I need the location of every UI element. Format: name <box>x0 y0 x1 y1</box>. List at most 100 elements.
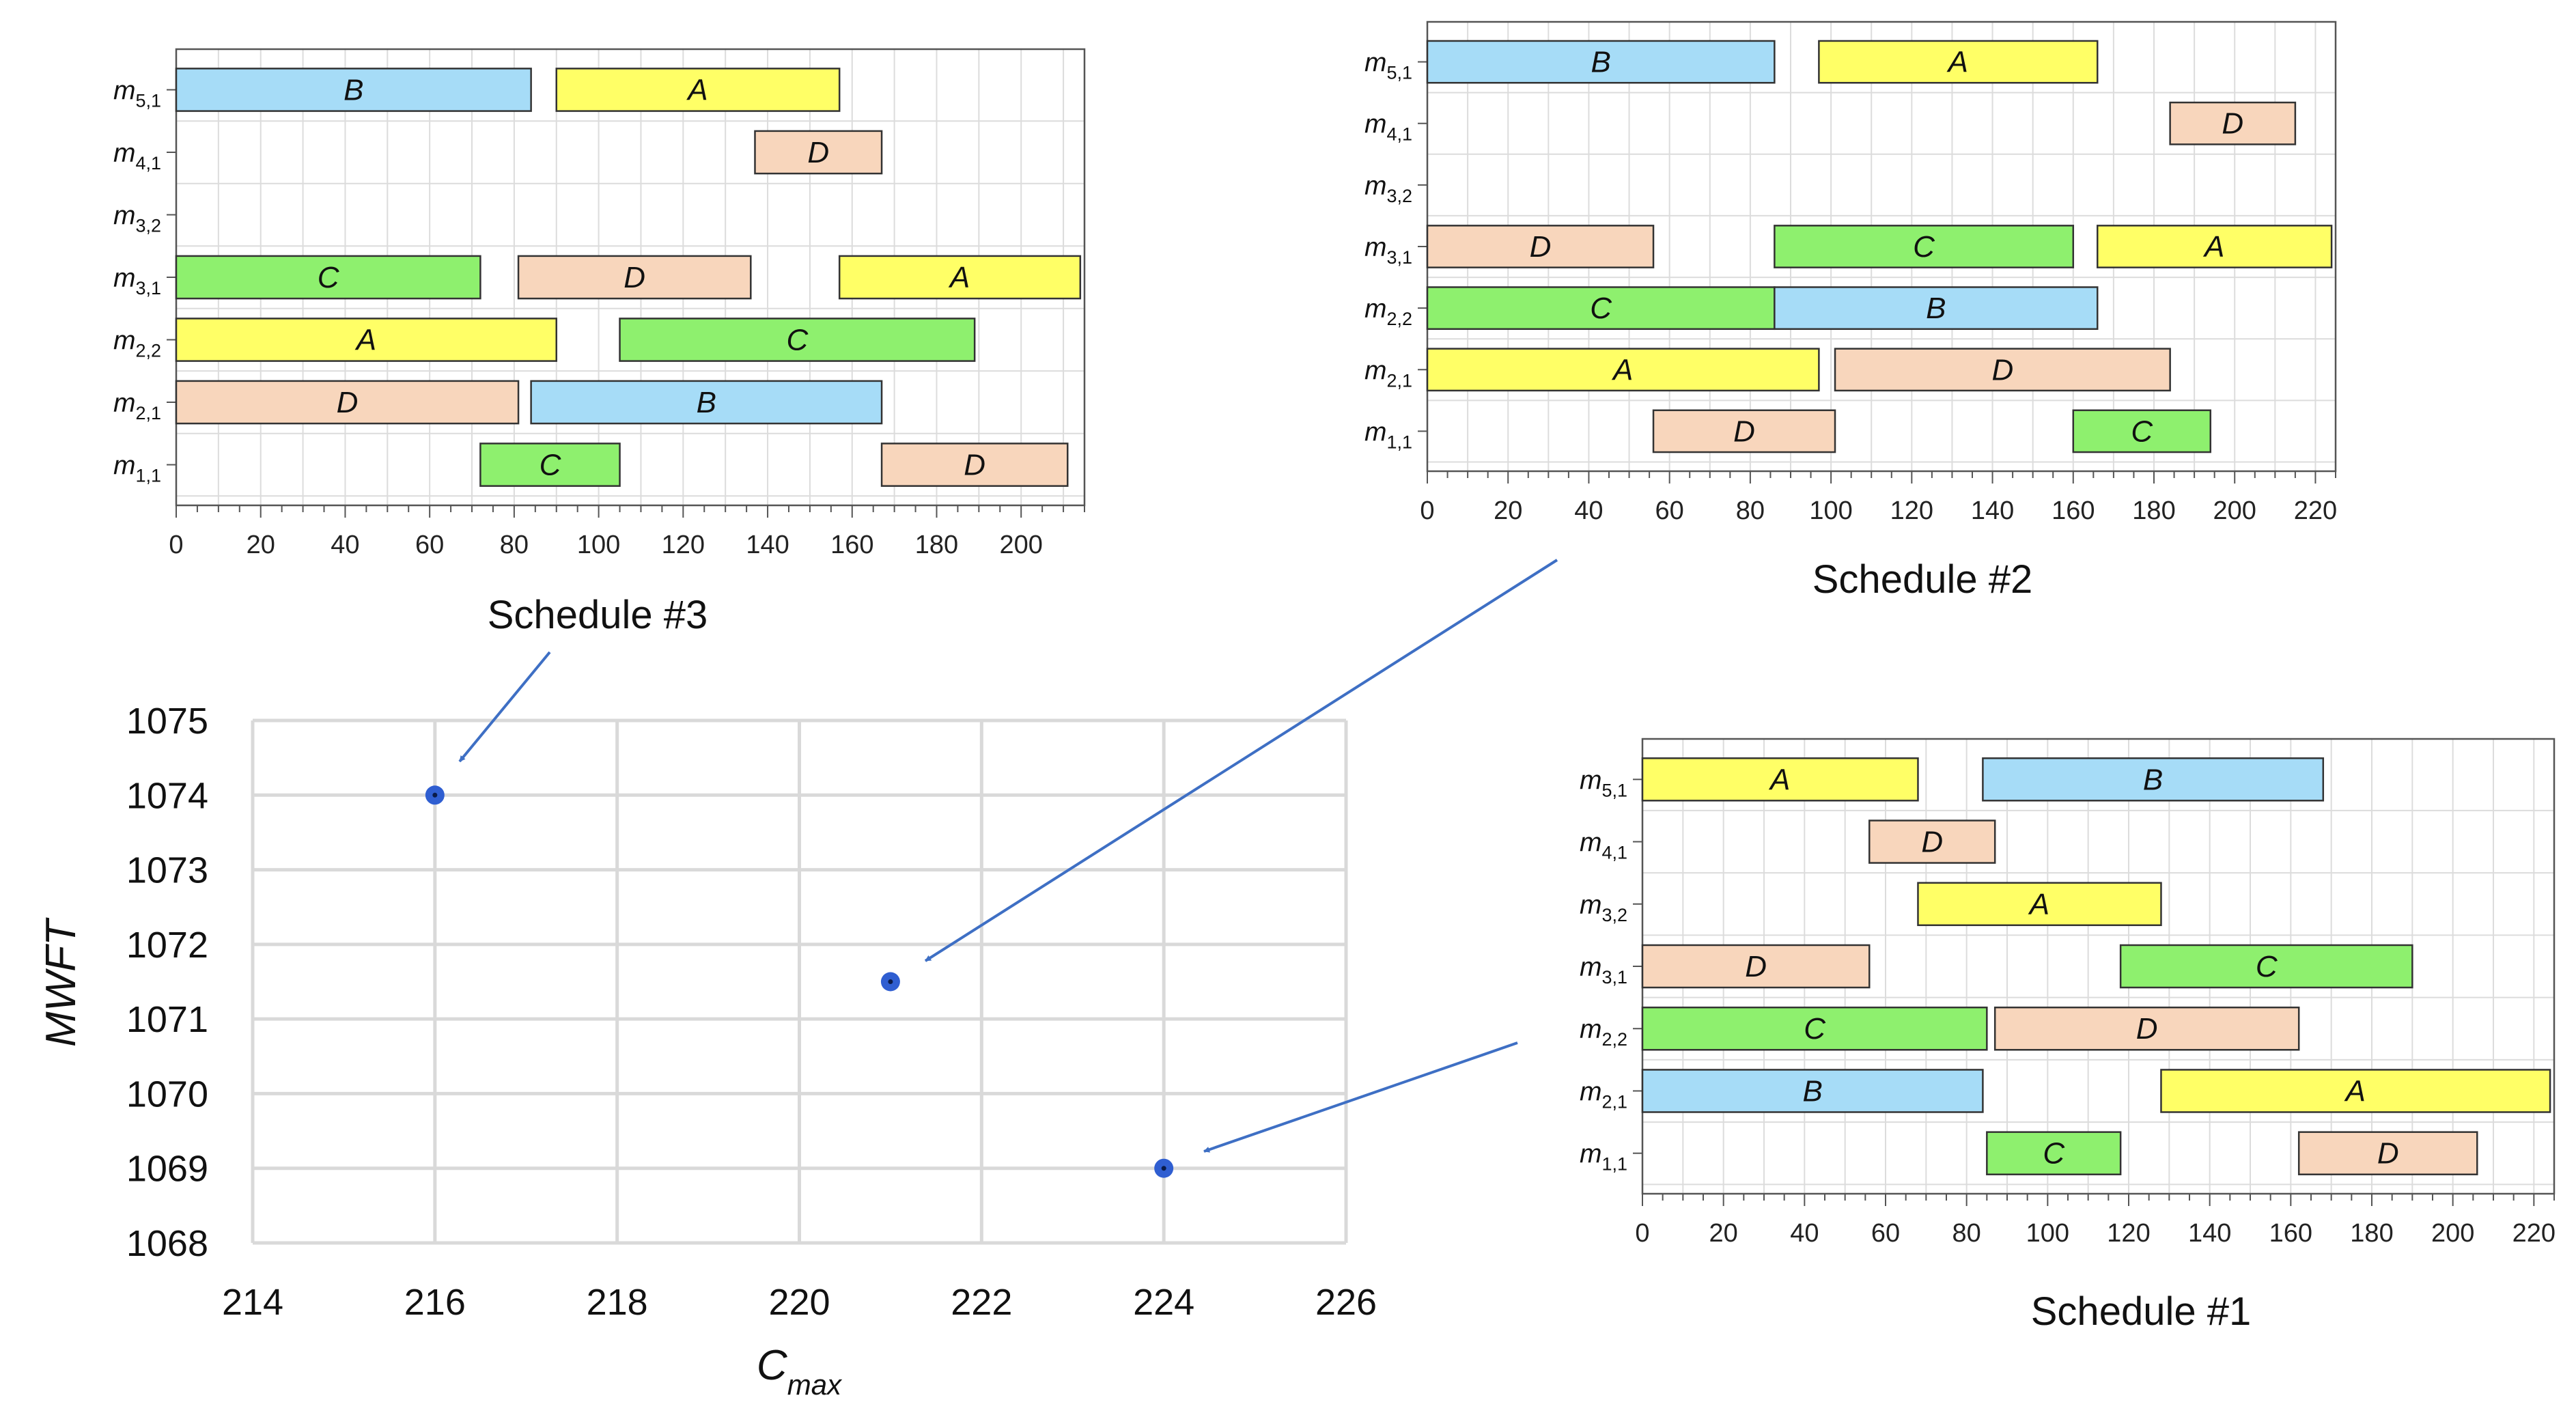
operation-bar-rect <box>619 318 976 362</box>
gantt-x-tick-label: 180 <box>2350 1219 2393 1248</box>
gantt-x-tick-label: 200 <box>1000 531 1043 559</box>
operation-bar: D <box>517 255 752 300</box>
y-tick-label: 1073 <box>126 850 208 891</box>
operation-bar: A <box>175 318 557 362</box>
operation-bar-rect <box>880 443 1069 487</box>
caption-schedule-1: Schedule #1 <box>2031 1289 2251 1334</box>
machine-label-sub: 3,2 <box>1386 186 1412 206</box>
operation-bar: A <box>1641 757 1919 802</box>
operation-bar: C <box>619 318 976 362</box>
scatter-point <box>1154 1158 1174 1178</box>
operation-bar-label: A <box>2344 1074 2366 1108</box>
operation-bar: D <box>1641 944 1871 989</box>
operation-bar-label: C <box>1913 230 1935 264</box>
machine-label-name: m <box>113 139 136 168</box>
operation-bar-rect <box>2169 101 2297 145</box>
gantt-x-tick-label: 140 <box>1971 496 2014 525</box>
operation-bar-rect <box>530 380 883 425</box>
machine-label-name: m <box>113 389 136 418</box>
pareto-scatter-chart: 214 216 218 220 222 224 226 1068 1069 1070 1071 107… <box>38 701 1377 1401</box>
scatter-point-center <box>432 792 438 798</box>
x-tick-label: 216 <box>404 1282 466 1323</box>
operation-bar-rect <box>2297 1131 2478 1175</box>
x-axis-title-sub: max <box>787 1369 843 1401</box>
gantt-x-tick-label: 160 <box>2052 496 2095 525</box>
machine-label: m5,1 <box>1364 48 1412 83</box>
x-tick-label: 226 <box>1315 1282 1377 1323</box>
gantt-x-tick-label: 120 <box>1890 496 1933 525</box>
operation-bar: D <box>2169 101 2297 145</box>
machine-label: m2,1 <box>113 389 161 423</box>
operation-bar-label: B <box>344 73 363 107</box>
machine-label-name: m <box>1580 1015 1602 1044</box>
machine-label-sub: 2,2 <box>135 341 161 361</box>
operation-bar-rect <box>1818 40 2099 84</box>
operation-bar-rect <box>1868 819 1996 864</box>
scatter-points <box>425 785 1174 1178</box>
gantt-x-tick-label: 120 <box>2107 1219 2150 1248</box>
scatter-tick-labels: 214 216 218 220 222 224 226 1068 1069 1070 1071 107… <box>126 701 1377 1323</box>
operation-bar-label: C <box>540 449 562 482</box>
operation-bar-rect <box>2072 409 2212 453</box>
operation-bar-label: B <box>1591 46 1610 79</box>
x-tick-label: 214 <box>222 1282 283 1323</box>
operation-bar-rect <box>1917 882 2162 927</box>
operation-bar-rect <box>1774 225 2075 268</box>
machine-label-name: m <box>113 326 136 356</box>
operation-bar-label: C <box>1804 1012 1826 1046</box>
gantt-x-tick-label: 220 <box>2294 496 2337 525</box>
gantt-x-tick-label: 80 <box>500 531 529 559</box>
machine-label-sub: 1,1 <box>135 466 161 486</box>
machine-label: m1,1 <box>113 451 161 486</box>
operation-bar: B <box>1982 757 2325 802</box>
y-tick-label: 1069 <box>126 1149 208 1190</box>
machine-label: m4,1 <box>113 139 161 173</box>
operation-bar-rect <box>175 68 532 112</box>
operation-bar-rect <box>1641 1006 1988 1051</box>
machine-label-sub: 2,2 <box>1601 1029 1627 1050</box>
caption-schedule-3: Schedule #3 <box>488 593 708 637</box>
operation-bar-label: D <box>2377 1137 2399 1171</box>
y-tick-label: 1071 <box>126 999 208 1040</box>
x-axis-title-main: C <box>757 1342 788 1389</box>
operation-bar: A <box>555 68 841 112</box>
machine-label-name: m <box>113 451 136 481</box>
gantt-x-tick-label: 40 <box>1790 1219 1819 1248</box>
operation-bar: D <box>1652 409 1836 453</box>
machine-label: m3,2 <box>1580 891 1627 925</box>
gantt-x-tick-label: 0 <box>1420 496 1434 525</box>
machine-label-sub: 4,1 <box>1601 843 1627 863</box>
operation-bar: A <box>1426 348 1820 392</box>
machine-label-sub: 4,1 <box>1386 124 1412 145</box>
machine-label-sub: 5,1 <box>1601 780 1627 800</box>
machine-label-name: m <box>1364 356 1387 385</box>
operation-bar: B <box>175 68 532 112</box>
y-tick-label: 1070 <box>126 1074 208 1115</box>
machine-label-sub: 3,1 <box>1386 247 1412 268</box>
operation-bar: C <box>1986 1131 2122 1175</box>
operation-bar: B <box>530 380 883 425</box>
operation-bar-label: D <box>1745 950 1767 983</box>
operation-bar: C <box>479 443 621 487</box>
machine-label-sub: 5,1 <box>1386 63 1412 83</box>
operation-bar-rect <box>1993 1006 2300 1051</box>
operation-bar-label: D <box>1530 230 1552 264</box>
operation-bar-label: C <box>2043 1137 2065 1171</box>
operation-bar-label: A <box>2202 230 2224 264</box>
operation-bar-label: A <box>2028 888 2049 921</box>
operation-bar: A <box>1917 882 2162 927</box>
machine-label-sub: 3,1 <box>1601 967 1627 987</box>
gantt-x-tick-label: 100 <box>577 531 620 559</box>
operation-bar: D <box>1993 1006 2300 1051</box>
operation-bar-label: D <box>337 386 359 419</box>
operation-bar-rect <box>1774 286 2099 331</box>
machine-label-name: m <box>1364 417 1387 447</box>
machine-label: m3,1 <box>1364 233 1412 268</box>
operation-bar-label: D <box>624 261 645 294</box>
operation-bar: B <box>1774 286 2099 331</box>
operation-bar: A <box>1818 40 2099 84</box>
y-tick-label: 1075 <box>126 701 208 742</box>
operation-bar-rect <box>1426 225 1655 268</box>
operation-bar: D <box>175 380 520 425</box>
